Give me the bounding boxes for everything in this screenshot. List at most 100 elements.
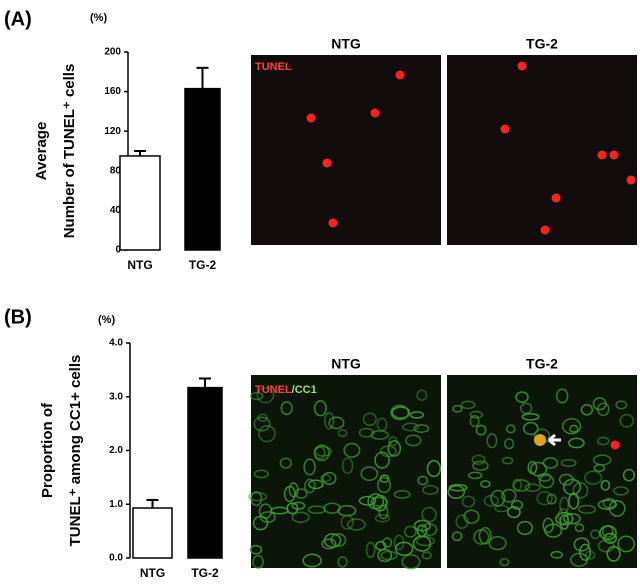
- cell: [613, 486, 629, 496]
- cell: [253, 469, 269, 479]
- cell: [286, 502, 299, 515]
- y-tick-label: 80: [110, 165, 122, 176]
- cell: [559, 496, 570, 514]
- micrograph: [251, 55, 441, 245]
- cell: [521, 412, 540, 421]
- cell: [537, 472, 552, 482]
- nucleus: [551, 193, 561, 203]
- cell: [546, 493, 557, 505]
- cell: [321, 538, 337, 550]
- cell: [460, 400, 476, 410]
- cell: [606, 545, 621, 562]
- cell: [256, 387, 275, 404]
- cell: [323, 533, 342, 548]
- cell: [358, 495, 377, 506]
- nucleus: [517, 61, 527, 71]
- cell: [608, 499, 626, 517]
- cell: [562, 513, 581, 525]
- cell: [402, 422, 419, 432]
- cell: [563, 478, 582, 496]
- cell: [501, 488, 517, 503]
- cell: [550, 550, 563, 559]
- cell: [409, 411, 425, 419]
- cell: [622, 468, 636, 482]
- cell: [279, 457, 292, 469]
- cell: [394, 541, 414, 556]
- cell: [391, 406, 411, 419]
- cell: [469, 414, 480, 428]
- cell: [248, 491, 268, 502]
- cell: [365, 541, 376, 559]
- cell: [393, 489, 411, 499]
- cell: [469, 410, 484, 419]
- cell: [283, 485, 296, 503]
- y-tick-label: 160: [104, 86, 121, 97]
- y-axis-label: Number of TUNEL⁺ cells: [61, 64, 78, 239]
- cell: [303, 458, 316, 476]
- cell: [601, 525, 614, 539]
- cell: [516, 520, 533, 536]
- cell: [555, 388, 569, 404]
- cell: [308, 479, 324, 490]
- cell: [619, 413, 635, 428]
- stain-label: TUNEL: [255, 384, 292, 396]
- cell: [390, 404, 410, 421]
- cell: [596, 436, 610, 446]
- cell: [280, 401, 293, 416]
- cell: [536, 491, 553, 506]
- nucleus: [395, 70, 405, 80]
- cell: [448, 483, 468, 492]
- y-tick-label: 0.0: [109, 553, 123, 564]
- cell: [367, 493, 385, 510]
- cell: [341, 457, 354, 475]
- nucleus: [626, 175, 636, 185]
- cell: [340, 514, 354, 530]
- cell: [324, 412, 335, 430]
- cell: [447, 485, 466, 499]
- cell: [475, 424, 487, 436]
- cell: [314, 445, 326, 460]
- stain-label: TUNEL: [255, 61, 292, 73]
- nucleus: [597, 150, 607, 160]
- cell: [252, 554, 264, 569]
- cell: [504, 438, 515, 450]
- cell: [302, 553, 322, 568]
- cell: [471, 454, 486, 465]
- cell: [574, 523, 585, 533]
- cell: [291, 511, 310, 523]
- cell: [499, 557, 510, 567]
- cell: [412, 535, 432, 552]
- cell: [542, 517, 554, 534]
- x-tick-label: NTG: [140, 566, 165, 580]
- cell: [568, 437, 585, 449]
- image-title: TG-2: [526, 356, 558, 372]
- cell: [512, 478, 522, 492]
- cell: [478, 527, 492, 545]
- cell: [249, 544, 263, 555]
- stain-label: /CC1: [292, 384, 317, 396]
- cell: [524, 483, 541, 492]
- cell: [288, 482, 299, 498]
- cell: [374, 514, 391, 523]
- nucleus: [610, 440, 620, 450]
- cell: [561, 418, 582, 435]
- cell: [249, 391, 264, 401]
- cell: [421, 522, 438, 537]
- cell: [580, 403, 594, 416]
- nucleus: [370, 108, 380, 118]
- cell: [505, 424, 516, 434]
- y-axis-label: Average: [33, 122, 50, 181]
- cell: [507, 506, 521, 519]
- cell: [461, 495, 476, 508]
- cell: [515, 391, 529, 403]
- cell: [416, 389, 428, 401]
- cell: [360, 466, 379, 482]
- cell: [600, 479, 611, 491]
- cell: [592, 454, 612, 466]
- cell: [422, 484, 439, 496]
- cell: [304, 478, 316, 494]
- nucleus: [609, 150, 619, 160]
- cell: [374, 451, 390, 469]
- cell: [538, 474, 555, 489]
- unit-label: (%): [98, 314, 115, 326]
